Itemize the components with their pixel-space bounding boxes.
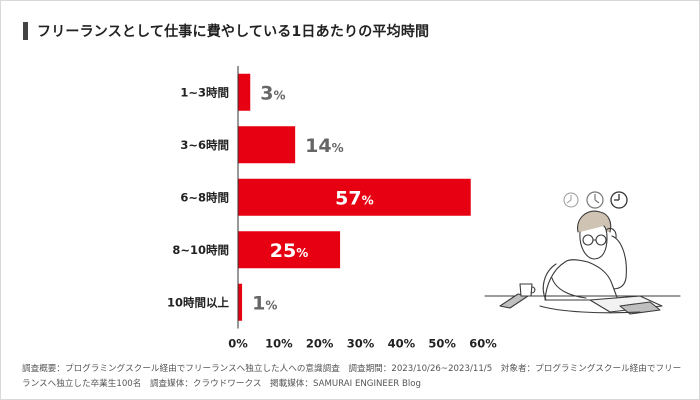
bar — [238, 178, 471, 216]
value-label: 25% — [270, 240, 308, 262]
clock-icon — [563, 192, 579, 208]
x-tick-label: 50% — [428, 337, 456, 351]
bars-layer — [237, 66, 471, 329]
clock-icon — [586, 191, 604, 209]
x-tick-label: 10% — [265, 337, 293, 351]
value-label: 57% — [335, 187, 373, 209]
x-tick-label: 20% — [306, 337, 334, 351]
bar — [238, 283, 243, 321]
bar — [238, 73, 251, 111]
category-label: 3~6時間 — [180, 138, 229, 152]
value-label: 1% — [252, 292, 277, 314]
x-tick-label: 0% — [228, 337, 248, 351]
x-tick-label: 60% — [469, 337, 497, 351]
category-label: 6~8時間 — [180, 190, 229, 204]
title-row: フリーランスとして仕事に費やしている1日あたりの平均時間 — [23, 21, 429, 41]
bar — [238, 126, 296, 164]
survey-footnote: 調査概要：プログラミングスクール経由でフリーランスへ独立した人への意識調査 調査… — [22, 364, 682, 389]
chart-title: フリーランスとして仕事に費やしている1日あたりの平均時間 — [37, 24, 430, 40]
category-label: 8~10時間 — [172, 243, 229, 257]
x-tick-label: 40% — [388, 337, 416, 351]
category-label: 1~3時間 — [180, 85, 229, 99]
x-tick-label: 30% — [347, 337, 375, 351]
value-label: 3% — [260, 82, 285, 104]
value-label: 14% — [305, 135, 343, 157]
bar — [238, 231, 341, 269]
labels-layer: 1~3時間 3% 3~6時間 14% 6~8時間 57% 8~10時間 25% 10時間以上 1%… — [167, 82, 497, 350]
person-thinking-illustration — [484, 191, 681, 315]
category-label: 10時間以上 — [167, 295, 230, 309]
clock-icon — [610, 191, 628, 209]
title-accent-bar — [23, 22, 28, 40]
